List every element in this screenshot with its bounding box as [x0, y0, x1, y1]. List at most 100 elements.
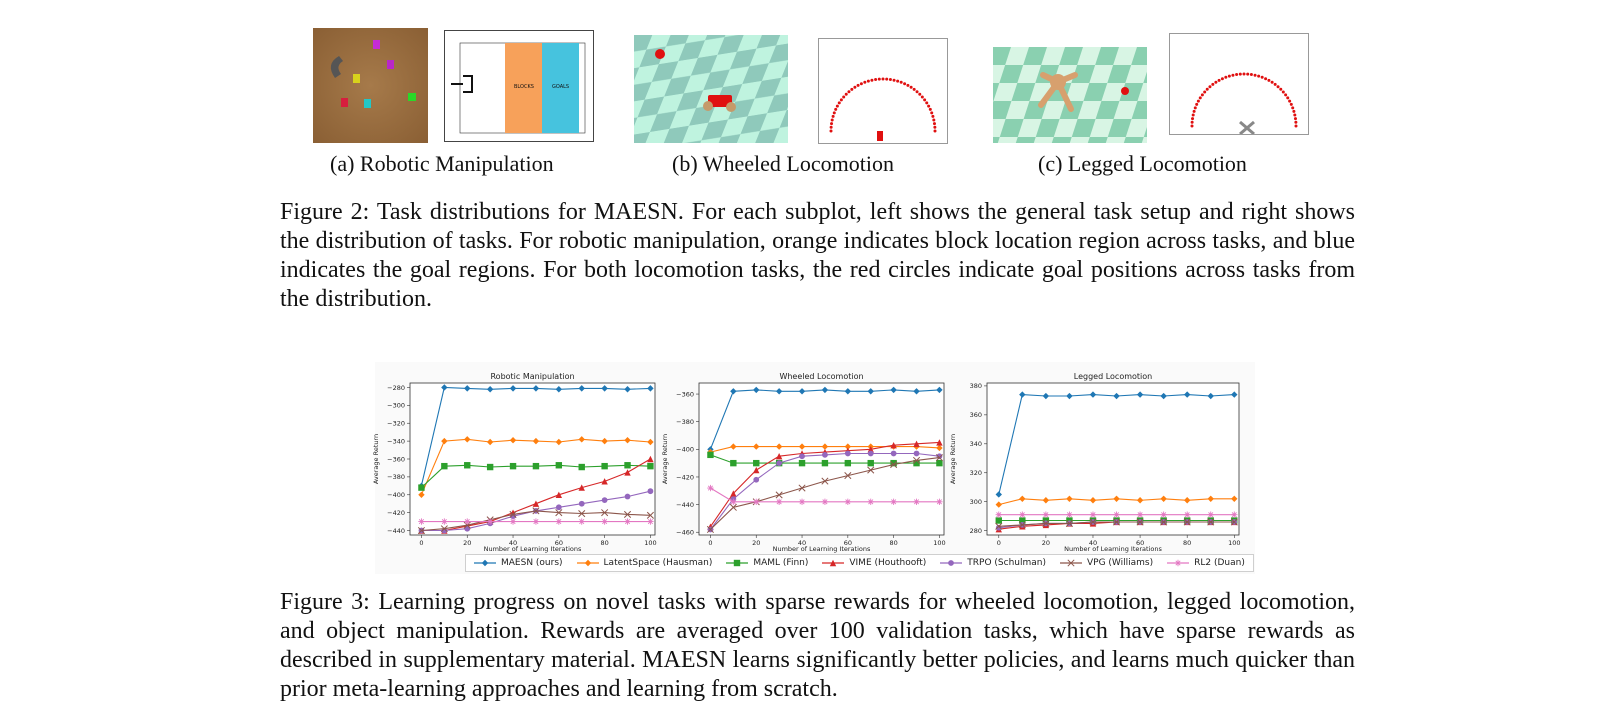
legend-label: MAML (Finn) [753, 558, 809, 568]
marker [867, 459, 874, 467]
y-tick-label: −380 [676, 418, 694, 426]
legend-label: TRPO (Schulman) [967, 558, 1046, 568]
goal-point [839, 98, 843, 102]
marker [1042, 392, 1050, 400]
x-tick-label: 100 [1228, 539, 1240, 547]
marker [418, 491, 425, 498]
marker [1042, 497, 1050, 504]
subcaption-b: (b) Wheeled Locomotion [672, 151, 894, 176]
x-axis-label: Number of Learning Iterations [773, 545, 871, 553]
marker [798, 459, 806, 467]
marker [913, 498, 920, 506]
goal-point [1288, 99, 1292, 103]
marker [1183, 518, 1191, 526]
goal-point [899, 80, 903, 84]
marker [578, 463, 585, 471]
goal-point [1195, 102, 1199, 106]
manipulation-scene-image [313, 28, 428, 143]
wheeled-goal-arc [829, 77, 937, 141]
goals-zone-label: GOALS [552, 84, 570, 90]
chart-title: Legged Locomotion [1074, 372, 1152, 381]
marker [1183, 511, 1191, 518]
marker [1230, 518, 1238, 526]
marker [776, 460, 783, 467]
marker [1174, 559, 1182, 567]
legend-swatch [1167, 559, 1190, 567]
goal-point [1276, 85, 1280, 89]
y-tick-label: −340 [387, 437, 405, 445]
marker [867, 446, 874, 453]
x-tick-label: 20 [752, 539, 760, 547]
marker [890, 459, 897, 467]
marker [707, 484, 714, 492]
marker [624, 437, 631, 444]
marker [555, 386, 563, 393]
marker [753, 443, 760, 450]
marker [1018, 521, 1026, 529]
y-tick-label: 360 [970, 411, 982, 419]
goal-point [830, 122, 834, 126]
marker [647, 462, 654, 470]
y-tick-label: 280 [970, 527, 982, 535]
marker [464, 462, 471, 469]
goal-point [1190, 120, 1194, 124]
goal-point [1193, 106, 1197, 110]
marker [821, 443, 829, 450]
x-tick-label: 100 [644, 539, 656, 547]
marker [1089, 518, 1097, 526]
marker [775, 453, 783, 460]
goal-point [847, 90, 851, 94]
marker [1231, 495, 1238, 503]
legend-swatch [822, 559, 845, 567]
marker [1066, 511, 1073, 518]
goal-point [844, 92, 848, 96]
marker [867, 466, 875, 474]
marker [486, 463, 494, 471]
marker [601, 509, 609, 517]
marker [509, 385, 517, 392]
subcaption-c: (c) Legged Locomotion [1038, 151, 1247, 176]
x-tick-label: 40 [509, 539, 517, 547]
marker [821, 386, 829, 394]
marker [821, 459, 829, 467]
marker [1136, 497, 1144, 504]
goal-point [1200, 93, 1204, 97]
marker [775, 443, 783, 450]
goal-point [915, 90, 919, 94]
marker [1113, 495, 1120, 503]
goal-point [853, 85, 857, 89]
marker [464, 385, 471, 392]
goal-point [1224, 75, 1228, 79]
goal-point [1191, 113, 1195, 117]
marker [509, 510, 517, 518]
marker [730, 443, 737, 450]
goal-point [928, 107, 932, 111]
y-tick-label: −360 [676, 390, 694, 398]
goal-point [1203, 90, 1207, 94]
y-axis-label: Average Return [661, 434, 669, 484]
goal-point [1270, 80, 1274, 84]
marker [1067, 559, 1075, 567]
marker [775, 388, 783, 395]
marker [936, 444, 943, 452]
y-tick-label: −440 [676, 501, 694, 509]
legend-item: VPG (Williams) [1060, 558, 1153, 568]
y-tick-label: −380 [387, 473, 405, 481]
legend-label: VIME (Houthooft) [849, 558, 927, 568]
marker [647, 488, 654, 495]
chart-0: Robotic Manipulation Number of Learning I… [372, 372, 657, 553]
legend-label: VPG (Williams) [1087, 558, 1154, 568]
x-tick-label: 40 [1089, 539, 1097, 547]
marker [578, 500, 585, 507]
marker [1231, 511, 1238, 518]
goal-point [1242, 72, 1246, 76]
marker [1019, 511, 1026, 518]
marker [1207, 495, 1214, 503]
wheeled-scene-image [634, 35, 788, 143]
marker [730, 490, 737, 497]
marker [890, 498, 897, 506]
marker [418, 484, 425, 491]
x-tick-label: 0 [419, 539, 423, 547]
marker [532, 518, 540, 525]
